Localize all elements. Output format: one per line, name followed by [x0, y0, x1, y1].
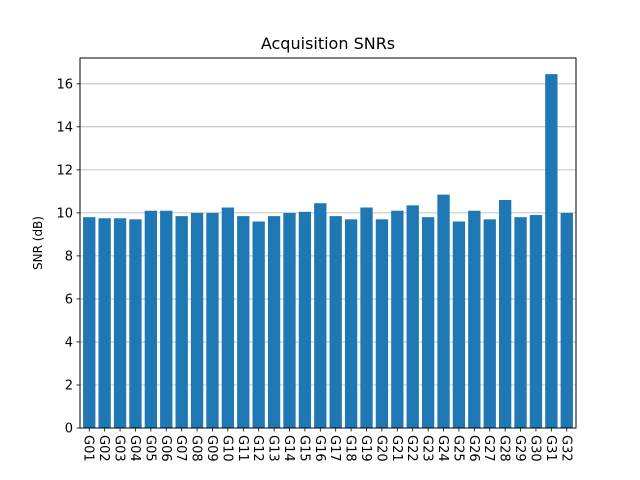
bar-g29 [514, 217, 527, 428]
bar-g18 [344, 219, 358, 428]
bar-g27 [483, 219, 496, 428]
x-tick-label: G28 [497, 435, 512, 462]
y-tick-label: 2 [65, 378, 73, 393]
bar-g21 [391, 210, 404, 428]
bar-g17 [329, 216, 342, 428]
bar-g23 [421, 217, 435, 428]
bar-g05 [144, 210, 158, 428]
bar-g08 [190, 212, 204, 428]
y-tick-label: 0 [65, 422, 73, 437]
bar-g31 [545, 74, 558, 428]
x-tick-label: G13 [266, 435, 281, 462]
x-tick-label: G01 [81, 435, 96, 462]
x-tick-label: G27 [481, 435, 496, 462]
axes-frame [79, 57, 577, 429]
x-axis-ticks: G01 G02 G03 G04 G05 G06 G07 G08 G09 G10 G11 G12 G13 G… [81, 428, 573, 462]
bar-g22 [406, 205, 419, 428]
bar-g04 [129, 219, 142, 428]
bar-g28 [498, 199, 512, 428]
y-axis-ticks: 0 2 4 6 8 10 12 14 16 [56, 77, 80, 437]
x-tick-label: G29 [512, 435, 527, 462]
bar-g20 [375, 219, 389, 428]
x-tick-label: G17 [327, 435, 342, 462]
x-tick-label: G23 [420, 435, 435, 462]
x-tick-label: G10 [219, 435, 234, 462]
x-tick-label: G20 [373, 435, 388, 462]
x-tick-label: G03 [112, 435, 127, 462]
bar-g25 [452, 221, 466, 428]
bar-g11 [237, 216, 250, 428]
bar-g30 [529, 215, 543, 428]
y-tick-label: 8 [65, 249, 73, 264]
bar-g01 [83, 217, 96, 428]
y-tick-label: 6 [65, 292, 73, 307]
bar-g24 [437, 194, 450, 428]
chart-title: Acquisition SNRs [261, 34, 395, 53]
bar-g03 [113, 218, 127, 428]
x-tick-label: G05 [142, 435, 157, 462]
x-tick-label: G02 [96, 435, 111, 462]
x-tick-label: G21 [389, 435, 404, 462]
bar-g16 [314, 203, 327, 428]
x-tick-label: G25 [450, 435, 465, 462]
x-tick-label: G16 [312, 435, 327, 462]
x-tick-label: G26 [466, 435, 481, 462]
bars [83, 74, 573, 428]
x-tick-label: G14 [281, 435, 296, 462]
y-tick-label: 16 [56, 77, 73, 92]
y-tick-label: 10 [56, 206, 73, 221]
bar-g14 [283, 212, 296, 428]
x-tick-label: G18 [343, 435, 358, 462]
x-tick-label: G24 [435, 435, 450, 462]
bar-g10 [221, 207, 235, 428]
x-tick-label: G09 [204, 435, 219, 462]
x-tick-label: G12 [250, 435, 265, 462]
y-axis-label: SNR (dB) [31, 216, 45, 270]
bar-g15 [298, 211, 312, 428]
x-tick-label: G32 [558, 435, 573, 462]
bar-g32 [560, 212, 573, 428]
x-tick-label: G19 [358, 435, 373, 462]
bar-g07 [175, 216, 188, 428]
x-tick-label: G06 [158, 435, 173, 462]
bar-g12 [252, 221, 265, 428]
bar-g19 [360, 207, 373, 428]
x-tick-label: G04 [127, 435, 142, 462]
bar-g06 [160, 210, 173, 428]
x-tick-label: G22 [404, 435, 419, 462]
x-tick-label: G08 [189, 435, 204, 462]
y-tick-label: 4 [65, 335, 73, 350]
x-tick-label: G11 [235, 435, 250, 462]
x-tick-label: G31 [543, 435, 558, 462]
bar-g02 [98, 218, 111, 428]
x-tick-label: G07 [173, 435, 188, 462]
bar-g09 [206, 212, 219, 428]
bar-g13 [267, 216, 281, 428]
x-tick-label: G30 [527, 435, 542, 462]
y-tick-label: 14 [56, 120, 73, 135]
x-tick-label: G15 [296, 435, 311, 462]
y-tick-label: 12 [56, 163, 73, 178]
bar-g26 [468, 210, 481, 428]
